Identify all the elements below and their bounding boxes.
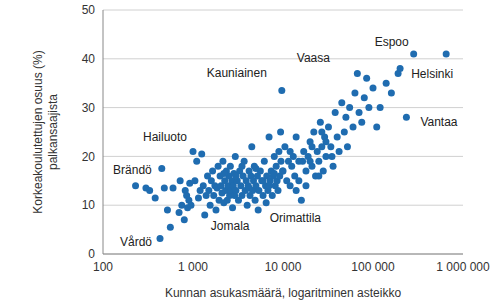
svg-text:Korkeakoulutettujen osuus (%)p: Korkeakoulutettujen osuus (%)palkansaaji… xyxy=(31,50,60,213)
svg-text:Vaasa: Vaasa xyxy=(297,51,330,65)
svg-text:Brändö: Brändö xyxy=(113,163,152,177)
svg-text:10 000: 10 000 xyxy=(265,260,302,274)
svg-text:30: 30 xyxy=(82,101,96,115)
svg-text:Kunnan asukasmäärä, logaritmin: Kunnan asukasmäärä, logaritminen asteikk… xyxy=(165,286,401,300)
svg-text:40: 40 xyxy=(82,52,96,66)
svg-text:1 000 000: 1 000 000 xyxy=(436,260,490,274)
svg-text:Helsinki: Helsinki xyxy=(411,67,453,81)
svg-text:Hailuoto: Hailuoto xyxy=(143,130,187,144)
svg-text:100 000: 100 000 xyxy=(351,260,395,274)
svg-text:Vårdö: Vårdö xyxy=(120,235,152,249)
svg-text:0: 0 xyxy=(88,247,95,261)
svg-text:10: 10 xyxy=(82,198,96,212)
svg-text:Jomala: Jomala xyxy=(211,219,250,233)
svg-text:Orimattila: Orimattila xyxy=(270,211,322,225)
svg-text:Espoo: Espoo xyxy=(375,35,409,49)
svg-text:Vantaa: Vantaa xyxy=(420,115,457,129)
svg-text:20: 20 xyxy=(82,150,96,164)
svg-text:100: 100 xyxy=(93,260,113,274)
svg-text:Kauniainen: Kauniainen xyxy=(207,66,267,80)
svg-text:50: 50 xyxy=(82,3,96,17)
svg-text:1 000: 1 000 xyxy=(178,260,208,274)
